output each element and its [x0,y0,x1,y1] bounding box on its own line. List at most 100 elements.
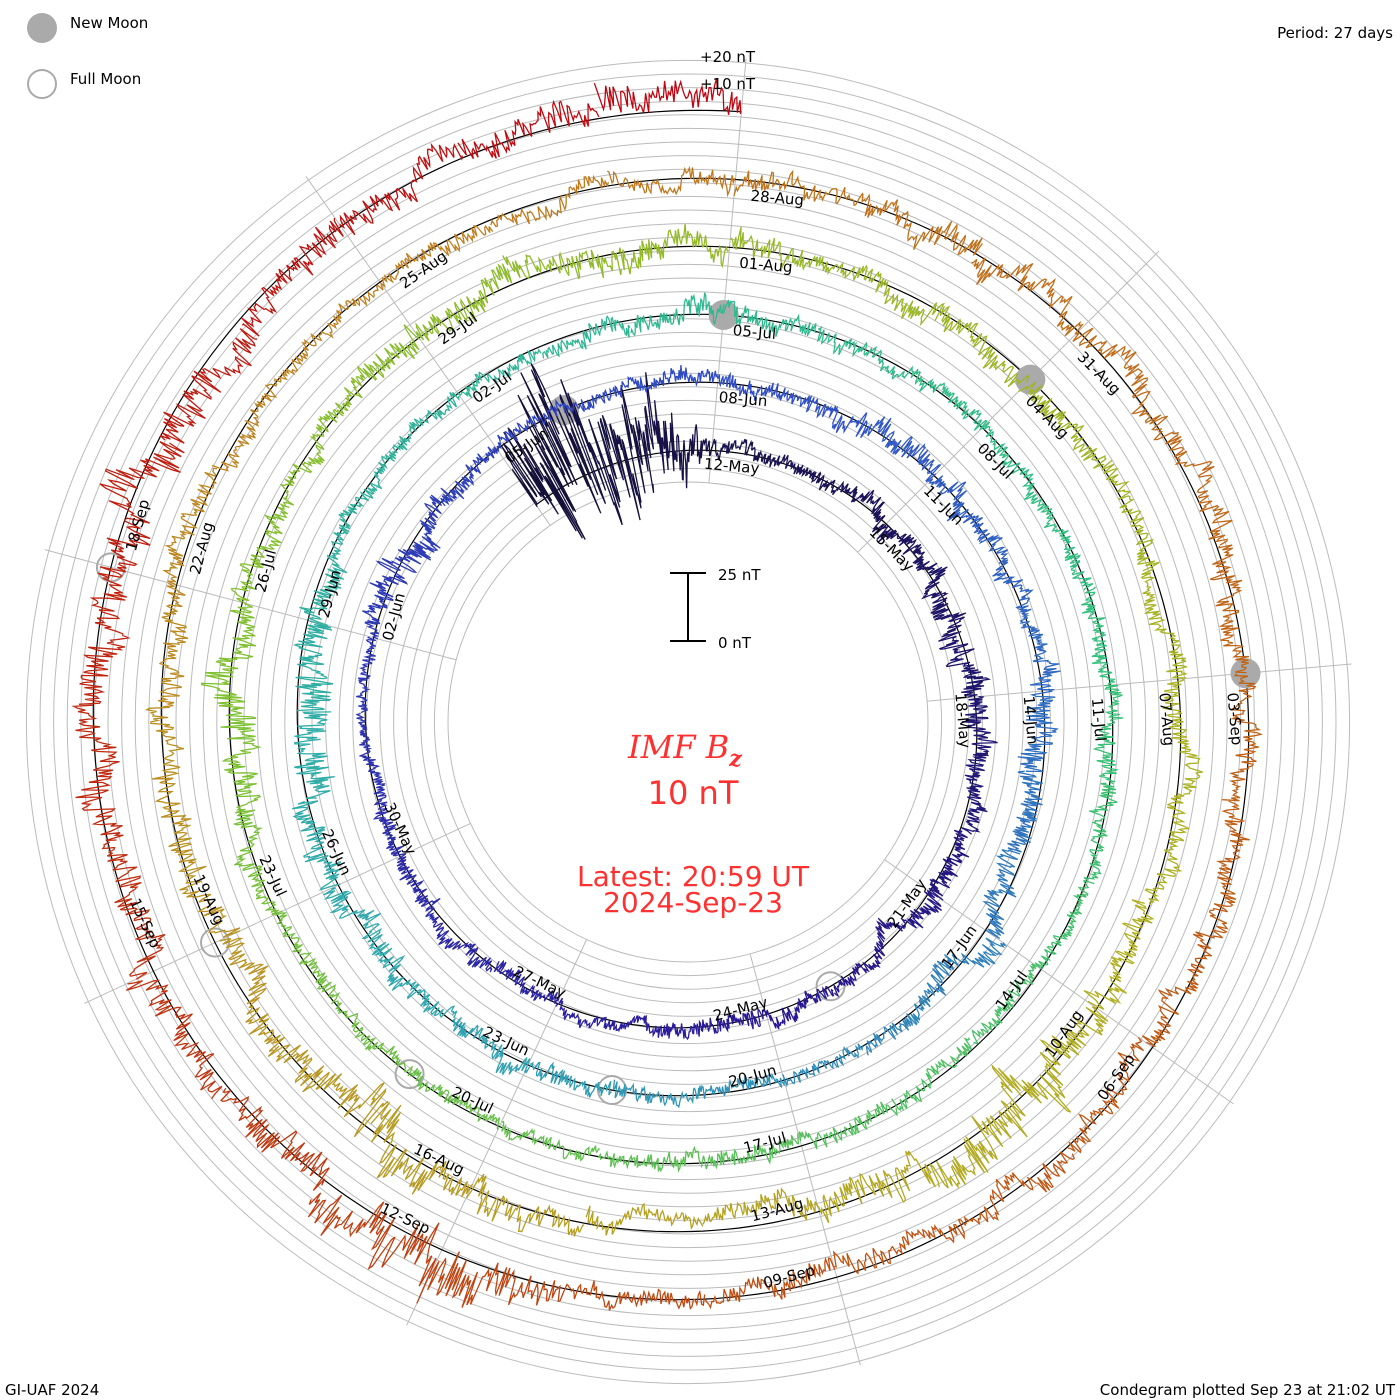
bz-trace-segment [929,1063,1028,1190]
bz-trace-segment [637,365,719,393]
date-label: 30-May [380,800,420,858]
bz-trace-segment [971,963,1038,1045]
bz-trace-segment [836,261,946,327]
chart-title-subscript: z [728,746,742,772]
bz-trace-segment [901,365,988,431]
bz-trace-segment [980,421,1044,506]
bz-trace-segment [717,371,797,405]
date-label: 14-Jun [1020,695,1042,745]
chart-title: IMF Bz [627,728,742,772]
radial-gridline [927,663,1352,702]
bz-trace-segment [559,379,655,526]
bz-trace-segment [1018,381,1107,469]
bz-trace-segment [457,348,542,399]
bz-trace-segment [1083,782,1118,881]
scale-text: 10 nT [648,774,739,812]
grid-circle [447,481,929,963]
bz-trace-segment [782,1043,864,1088]
bz-trace-segment [1092,684,1124,785]
bz-trace-segment [125,979,223,1100]
full-moon-marker [394,1059,425,1090]
grid-circle [229,263,1147,1181]
bz-trace-segment [525,1061,612,1098]
grid-circle [365,399,1011,1045]
bz-trace-segment [292,800,342,891]
bz-trace-segment [279,408,344,506]
bz-trace-segment [336,453,395,535]
grid-circle [93,127,1283,1317]
grid-circle [121,155,1255,1289]
bz-trace-segment [355,712,386,786]
bz-trace-segment [158,582,189,708]
full-moon-legend-label: Full Moon [70,70,141,88]
bz-trace-segment [292,620,334,712]
ring-label-plus20: +20 nT [700,48,756,66]
bz-trace-segment [612,1079,700,1109]
bz-trace-segment [451,1016,531,1076]
scale-bar-bottom-label: 0 nT [718,634,752,652]
grid-circle [297,331,1079,1113]
new-moon-marker [1015,364,1046,395]
bz-trace-segment [891,1037,973,1112]
bz-trace-segment [1007,770,1043,853]
bz-trace-segment [299,531,348,627]
radial-gridline [305,176,551,526]
bz-traces [71,78,1263,1311]
bz-trace-segment [380,224,494,289]
grid-circle [257,291,1119,1153]
latest-time: Latest: 20:59 UT [577,860,810,893]
bz-trace-segment [440,446,499,507]
date-label: 08-Jun [718,388,768,410]
grid-circle [379,413,997,1031]
bz-trace-segment [702,1187,819,1225]
date-label: 12-May [703,455,760,478]
bz-trace-segment [219,937,286,1053]
bz-trace-segment [978,534,1034,611]
bz-trace-segment [502,249,622,280]
grid-circle [53,87,1323,1357]
grid-circle [393,427,983,1017]
bz-trace-segment [833,935,886,998]
bz-trace-segment [211,368,296,472]
bz-trace-segment [696,1008,768,1037]
latest-date: 2024-Sep-23 [603,886,783,919]
bz-trace-segment [71,704,124,842]
bz-trace-segment [200,603,257,710]
grid-circle [216,250,1160,1194]
date-label: 17-Jul [742,1129,789,1158]
bz-trace-segment [1072,327,1169,431]
bz-trace-segment [1019,608,1061,691]
bz-trace-segment [396,853,441,924]
ring-label-plus10: +10 nT [700,75,756,93]
bz-trace-segment [1208,800,1250,934]
grid-circle [284,318,1092,1126]
grid-circle [66,100,1310,1344]
bz-trace-segment [1034,879,1095,970]
scale-bar [670,572,706,642]
bz-trace-segment [817,1150,936,1224]
bz-trace-segment [307,1192,440,1304]
bz-trace-segment [618,223,730,275]
bz-trace-segment [1141,929,1224,1048]
bz-trace-segment [555,997,626,1033]
bz-trace-segment [323,887,393,964]
bz-trace-segment [162,467,218,586]
new-moon-legend-icon [27,13,57,43]
date-label: 29-Jun [315,568,345,620]
bz-trace-segment [230,503,290,605]
bz-trace-segment [957,1151,1076,1235]
bz-trace-segment [1067,1037,1145,1154]
bz-trace-segment [372,784,407,857]
grid-circle [175,209,1201,1235]
bz-trace-segment [867,416,942,483]
bz-trace-segment [875,889,943,943]
bz-trace-segment [232,814,283,916]
radial-gridlines [44,58,1352,1366]
chart-title-main: IMF B [627,728,729,766]
grid-circle [352,386,1024,1058]
bz-trace-segment [816,325,905,380]
bz-trace-segment [500,362,602,540]
bz-trace-segment [711,438,776,468]
bz-trace-segment [865,989,931,1056]
bz-trace-segment [700,1132,800,1170]
